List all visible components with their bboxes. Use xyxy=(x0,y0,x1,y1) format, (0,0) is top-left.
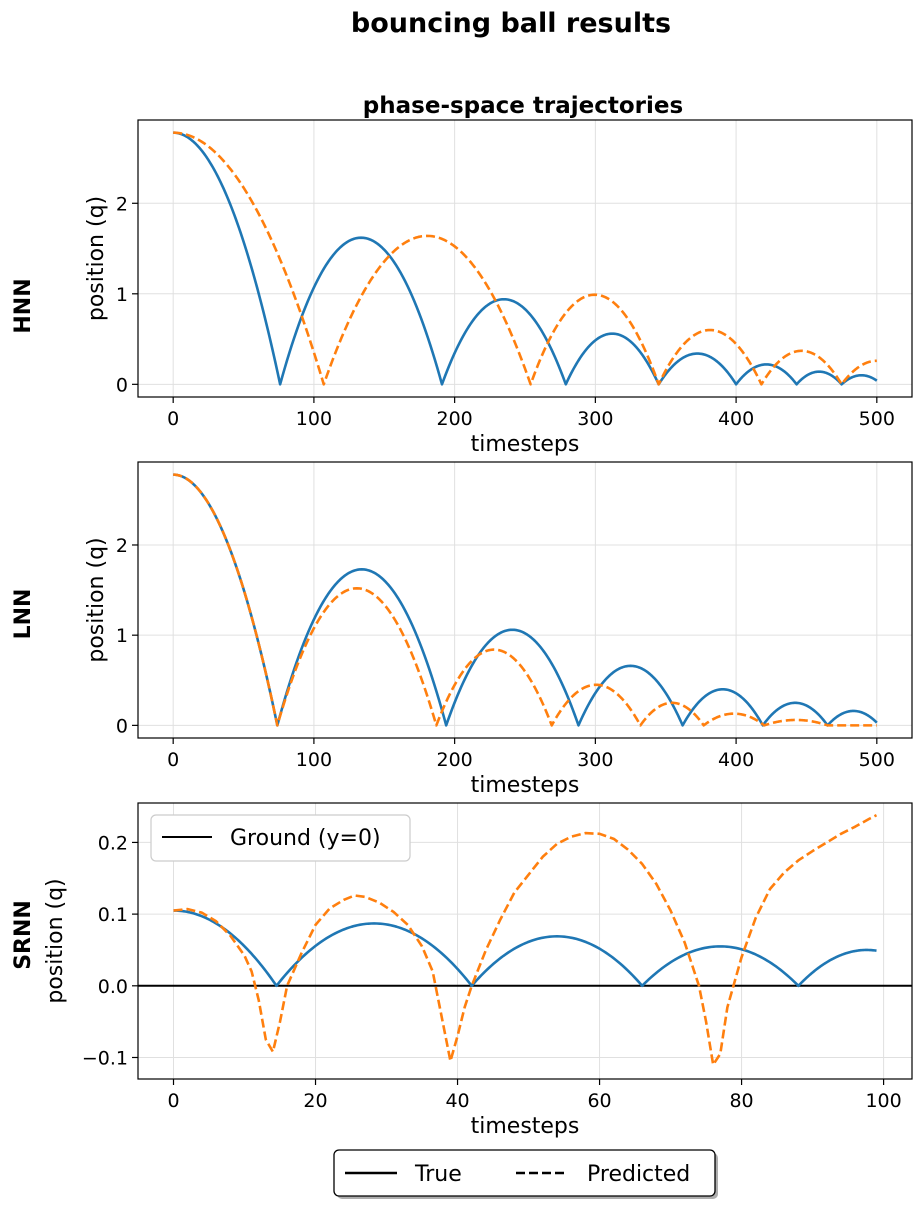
x-tick-label: 300 xyxy=(577,408,613,430)
x-tick-label: 400 xyxy=(718,408,754,430)
y-tick-label: 0.2 xyxy=(98,832,128,854)
predicted-series-line xyxy=(173,814,878,1066)
x-tick-label: 0 xyxy=(167,749,179,771)
x-tick-label: 60 xyxy=(587,1090,611,1112)
y-tick-label: 0.1 xyxy=(98,904,128,926)
x-tick-label: 100 xyxy=(865,1090,901,1112)
y-tick-label: 2 xyxy=(116,193,128,215)
x-axis-label: timesteps xyxy=(471,773,580,798)
plot-frame xyxy=(137,119,913,398)
predicted-series-line xyxy=(173,473,877,727)
x-tick-label: 20 xyxy=(303,1090,327,1112)
plot-frame xyxy=(137,802,913,1080)
y-tick-label: 0 xyxy=(116,715,128,737)
x-axis-label: timesteps xyxy=(471,1114,580,1139)
y-tick-label: 0 xyxy=(116,374,128,396)
x-tick-label: 200 xyxy=(437,749,473,771)
y-tick-label: 1 xyxy=(116,284,128,306)
x-tick-label: 100 xyxy=(296,408,332,430)
y-axis-label: position (q) xyxy=(43,878,68,1003)
x-tick-label: 0 xyxy=(167,1090,179,1112)
y-tick-label: 2 xyxy=(116,535,128,557)
x-tick-label: 0 xyxy=(167,408,179,430)
ground-legend-label: Ground (y=0) xyxy=(230,826,381,851)
x-tick-label: 400 xyxy=(718,749,754,771)
panel-title: phase-space trajectories xyxy=(363,93,683,119)
y-axis-label: position (q) xyxy=(84,196,109,321)
ground-legend-frame xyxy=(150,814,411,862)
row-label: SRNN xyxy=(11,900,36,970)
bottom-legend: True Predicted xyxy=(333,1149,718,1199)
predicted-series-line xyxy=(173,131,878,386)
ground-legend: Ground (y=0) xyxy=(150,814,411,862)
y-axis-label: position (q) xyxy=(84,537,109,662)
true-series-line xyxy=(173,909,877,988)
panel-srnn: 0 20 40 60 80 100 −0.1 0.0 0.1 0.2 timesteps positi… xyxy=(11,802,913,1139)
x-tick-label: 40 xyxy=(445,1090,469,1112)
row-label: LNN xyxy=(11,589,36,640)
true-series-line xyxy=(173,473,878,727)
legend-true-label: True xyxy=(414,1162,462,1187)
y-tick-label: 0.0 xyxy=(98,976,128,998)
x-tick-label: 100 xyxy=(296,749,332,771)
x-tick-label: 200 xyxy=(437,408,473,430)
figure-title: bouncing ball results xyxy=(351,8,671,39)
x-tick-label: 80 xyxy=(729,1090,753,1112)
y-tick-label: −0.1 xyxy=(82,1047,128,1069)
x-tick-label: 500 xyxy=(859,408,895,430)
panel-lnn: 0 100 200 300 400 500 0 1 2 timesteps position (q)… xyxy=(11,461,913,798)
row-label: HNN xyxy=(11,278,36,333)
x-axis-label: timesteps xyxy=(471,432,580,457)
y-tick-label: 1 xyxy=(116,625,128,647)
plot-frame xyxy=(137,461,913,739)
x-tick-label: 500 xyxy=(859,749,895,771)
panel-hnn: 0 100 200 300 400 500 0 1 2 timesteps position (q)… xyxy=(11,93,913,457)
x-tick-label: 300 xyxy=(577,749,613,771)
legend-predicted-label: Predicted xyxy=(587,1162,690,1187)
